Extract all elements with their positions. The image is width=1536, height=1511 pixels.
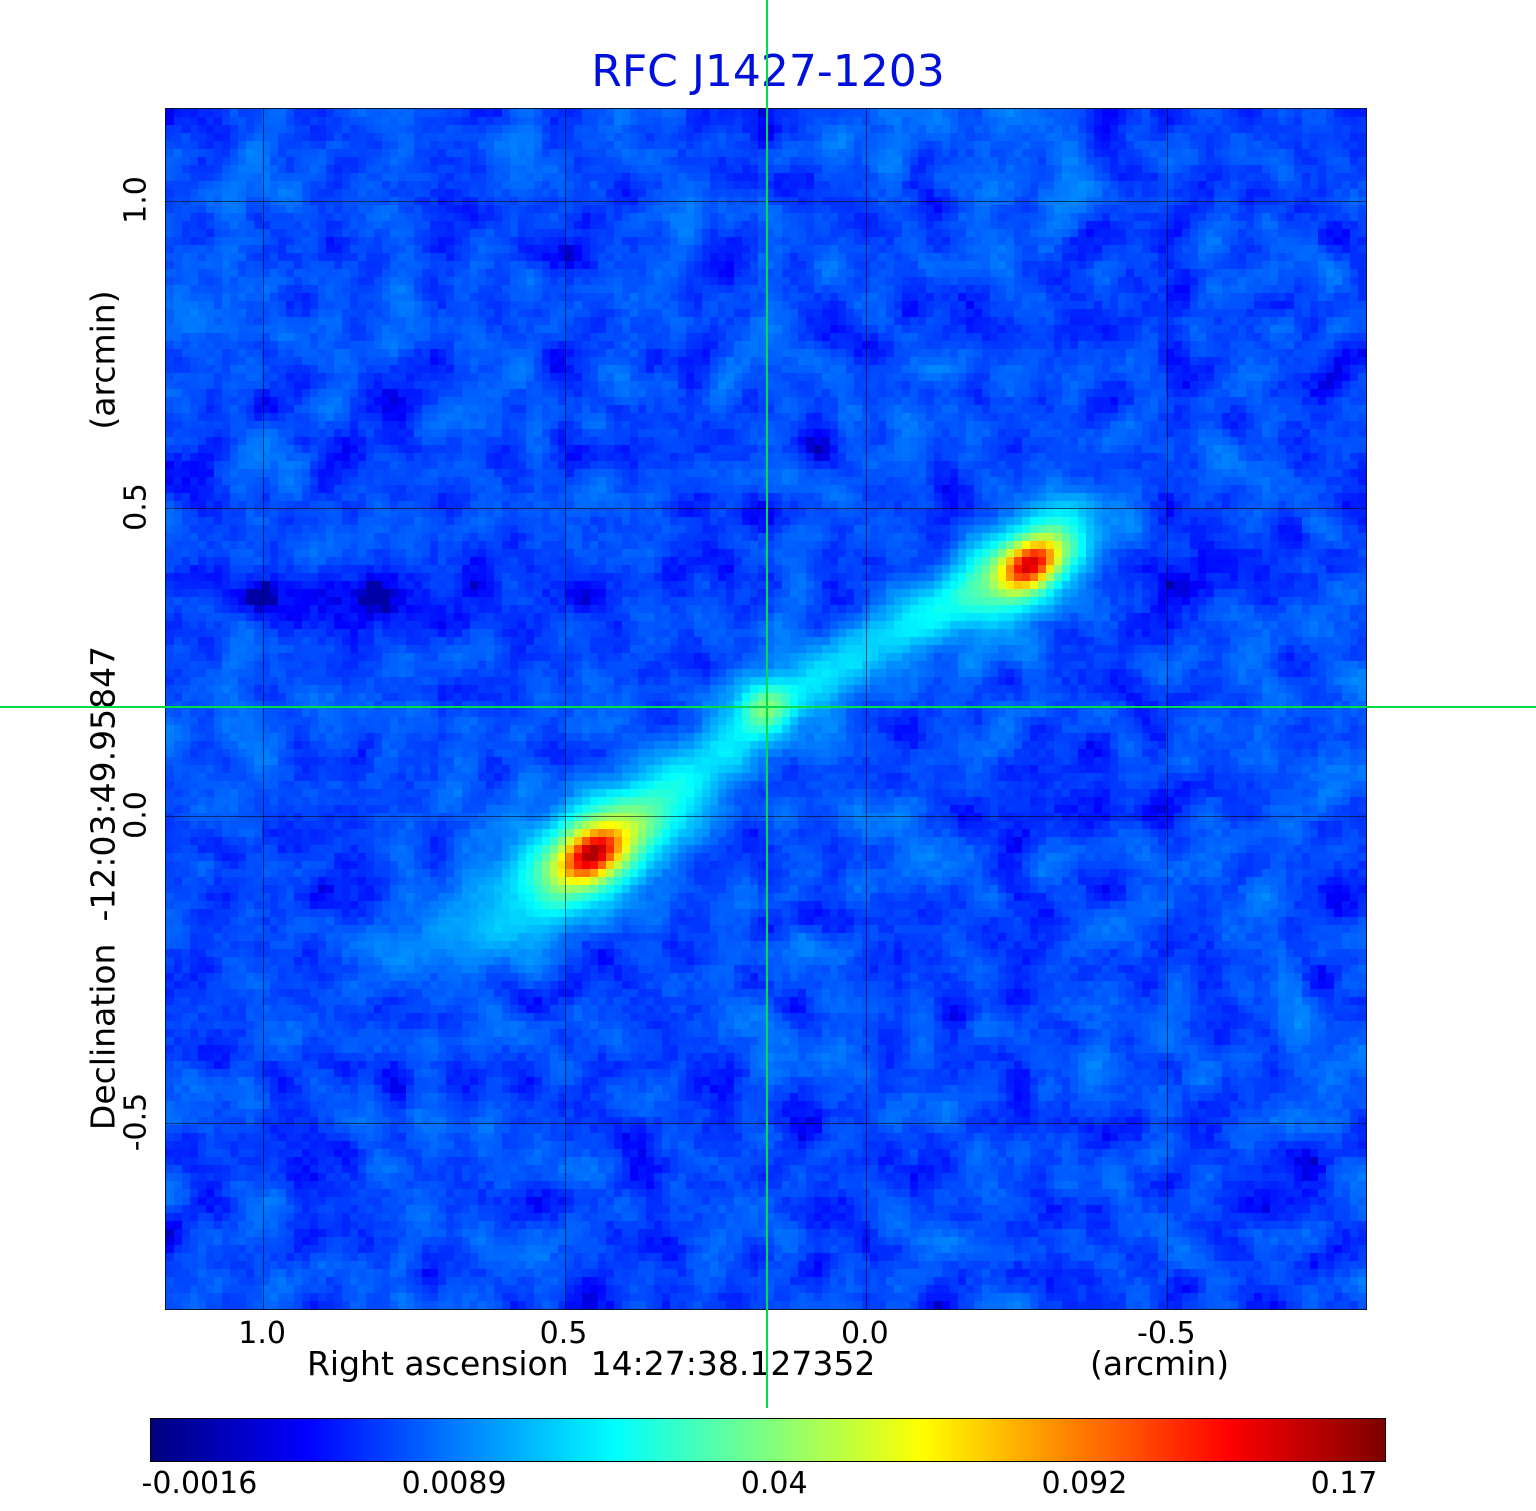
y-tick-label-1.0: 1.0 [118,176,154,225]
crosshair-horizontal-line [0,706,1536,708]
colorbar-tick-label-0.17: 0.17 [1310,1466,1378,1501]
x-axis-unit: (arcmin) [1090,1344,1230,1383]
x-axis-name: Right ascension [307,1344,569,1383]
y-tick-label-0.5: 0.5 [118,483,154,532]
x-axis-title: Right ascension 14:27:38.127352 [307,1344,875,1383]
colorbar-gradient [151,1419,1385,1461]
x-tick-label-1.0: 1.0 [238,1316,286,1351]
colorbar [150,1418,1386,1462]
colorbar-tick-label-0.04: 0.04 [740,1466,808,1501]
figure-title: RFC J1427-1203 [591,46,945,97]
colorbar-tick-label--0.0016: -0.0016 [141,1466,258,1501]
crosshair-vertical-line [766,0,768,1408]
y-axis-unit: (arcmin) [83,290,123,430]
y-axis-title: Declination -12:03:49.95847 [84,646,123,1130]
colorbar-tick-label-0.092: 0.092 [1041,1466,1128,1501]
colorbar-tick-label-0.0089: 0.0089 [401,1466,507,1501]
y-axis-coordinate: -12:03:49.95847 [83,645,123,922]
y-axis-name: Declination [83,943,123,1131]
y-tick-label-0.0: 0.0 [118,790,154,839]
y-tick-label--0.5: -0.5 [118,1092,154,1152]
x-axis-coordinate: 14:27:38.127352 [590,1344,876,1383]
